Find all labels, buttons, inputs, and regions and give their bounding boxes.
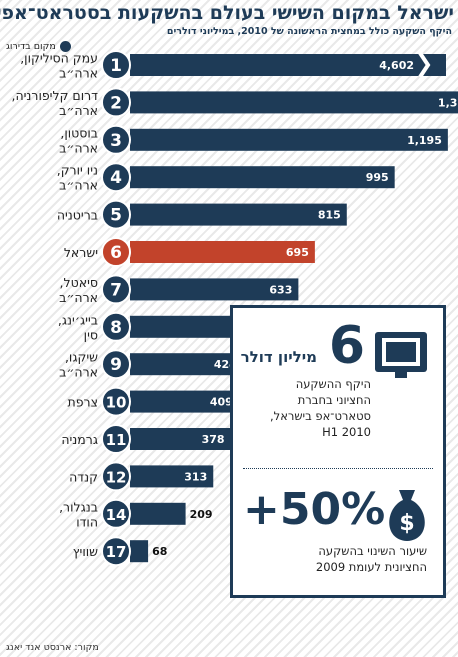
- info-box: 6 מיליון דולר היקף ההשקעה החציוני בחברת …: [230, 305, 446, 598]
- category-label: הודו: [76, 514, 98, 529]
- rank-number: 3: [110, 131, 122, 151]
- category-label: ארה״ב: [59, 140, 98, 155]
- bar: [130, 502, 186, 525]
- rank-circle: [101, 50, 131, 80]
- rank-circle: [101, 461, 131, 492]
- rank-circle: [101, 424, 131, 454]
- bar: [130, 428, 231, 450]
- svg-text:$: $: [399, 511, 414, 536]
- rank-circle: [101, 162, 131, 193]
- category-label: עמק הסיליקון,: [20, 51, 98, 66]
- legend-label: מקום בדירוג: [6, 40, 56, 52]
- monitor-icon: [375, 332, 427, 378]
- rank-circle: [101, 124, 131, 155]
- category-label: דרום קליפורניה,: [11, 88, 98, 103]
- bar-value-label: 378: [202, 433, 225, 446]
- change-description: שיעור השינוי בהשקעה החציונית לעומת 2009: [315, 544, 427, 574]
- rank-circle: [101, 199, 131, 230]
- bar: [130, 166, 395, 189]
- bar: [130, 540, 149, 563]
- bar-value-label: 68: [152, 545, 167, 558]
- rank-number: 8: [110, 318, 122, 338]
- category-label: ארה״ב: [59, 103, 98, 118]
- rank-circle: [101, 274, 131, 305]
- bar-value-label: 313: [184, 470, 207, 483]
- rank-circle: [101, 349, 131, 380]
- rank-number: 11: [106, 431, 127, 449]
- legend: מקום בדירוג: [6, 39, 71, 53]
- rank-number: 17: [106, 543, 127, 561]
- category-label: ארה״ב: [59, 365, 98, 380]
- axis-break-icon: [418, 51, 431, 79]
- bar-value-label: 1,311: [438, 96, 458, 109]
- bar-value-label: 409: [210, 396, 233, 409]
- category-label: בריטניה: [57, 208, 98, 223]
- chart-title: ישראל במקום השישי בעולם בהשקעות בסטראט־א…: [0, 2, 454, 24]
- rank-number: 6: [110, 243, 122, 263]
- category-label: ארה״ב: [59, 66, 98, 81]
- median-investment-unit: מיליון דולר: [240, 348, 317, 366]
- category-label: ישראל: [64, 245, 98, 260]
- rank-circle: [101, 87, 131, 118]
- rank-number: 10: [106, 394, 127, 412]
- legend-circle-icon: [59, 40, 71, 52]
- median-investment-description: היקף ההשקעה החציוני בחברת סטארט־אפ בישרא…: [270, 377, 371, 439]
- money-bag-icon: $: [389, 490, 425, 541]
- bar-value-label: 633: [269, 283, 292, 296]
- rank-number: 4: [110, 168, 122, 188]
- change-percent: +50%: [243, 484, 386, 535]
- bar: [130, 203, 347, 226]
- category-label: בייג׳ינג,: [58, 312, 98, 327]
- rank-circle: [101, 237, 131, 267]
- divider: [243, 468, 433, 469]
- category-label: שיקגו,: [65, 350, 98, 365]
- rank-circle: [101, 386, 131, 417]
- rank-number: 1: [110, 56, 122, 76]
- bar-value-label: 995: [366, 171, 389, 184]
- bar-value-label: 209: [190, 508, 213, 521]
- bar-value-label: 1,195: [407, 134, 442, 147]
- chart-subtitle: היקף השקעה כולל במחצית הראשונה של 2010, …: [166, 26, 452, 37]
- bar: [130, 91, 458, 114]
- category-label: ארה״ב: [59, 178, 98, 193]
- rank-number: 2: [110, 93, 122, 113]
- rank-number: 12: [106, 468, 127, 486]
- rank-number: 7: [110, 280, 122, 300]
- category-label: גרמניה: [61, 432, 98, 447]
- source-note: מקור: ארנסט אנד יאנג: [6, 642, 99, 653]
- median-investment-number: 6: [328, 316, 365, 376]
- category-label: סין: [84, 327, 98, 342]
- bar: [130, 353, 243, 376]
- category-label: ניו יורק,: [57, 163, 98, 178]
- bar-value-label: 815: [318, 209, 341, 222]
- bar: [130, 54, 446, 76]
- category-label: בנגלור,: [59, 499, 98, 514]
- category-label: קנדה: [69, 469, 98, 484]
- bar-value-label: 4,602: [379, 59, 414, 72]
- bar: [130, 128, 448, 151]
- category-label: שוויץ: [73, 544, 98, 559]
- rank-number: 14: [106, 506, 127, 524]
- bar: [130, 465, 214, 488]
- category-label: ארה״ב: [59, 290, 98, 305]
- rank-circle: [101, 498, 131, 529]
- rank-circle: [101, 311, 131, 342]
- category-label: צרפת: [68, 395, 99, 410]
- bar: [130, 241, 315, 263]
- rank-number: 5: [110, 206, 122, 226]
- category-label: בוסטון,: [60, 125, 98, 140]
- bar: [130, 390, 239, 413]
- category-label: סיאטל,: [60, 275, 98, 290]
- bar-value-label: 695: [286, 246, 309, 259]
- rank-number: 9: [110, 355, 122, 375]
- rank-circle: [101, 536, 131, 567]
- bar: [130, 278, 299, 301]
